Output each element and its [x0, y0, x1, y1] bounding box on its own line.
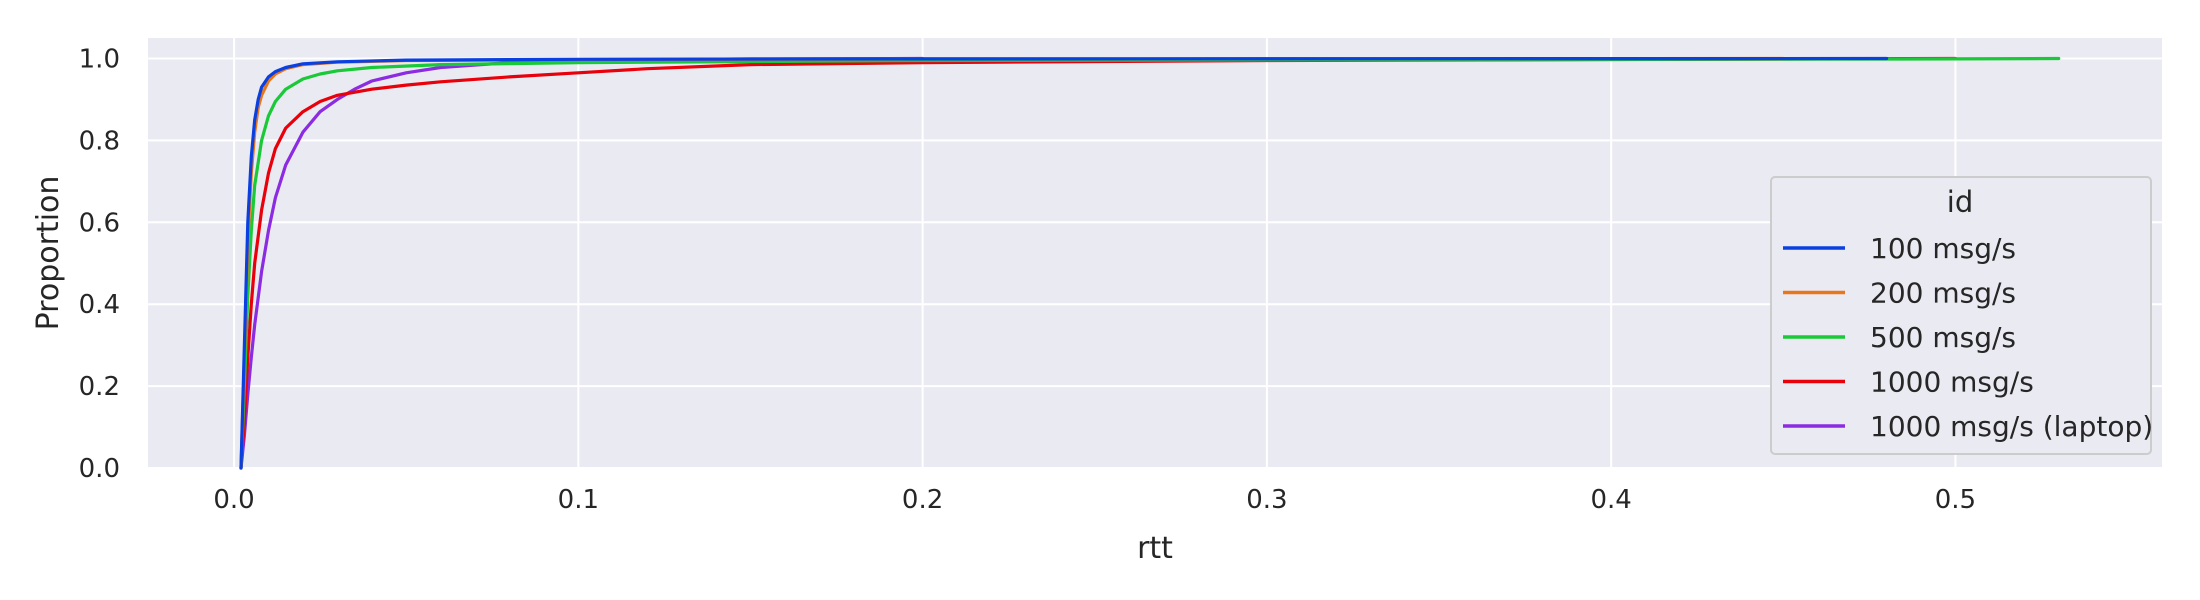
- legend-label-3: 1000 msg/s: [1870, 366, 2034, 399]
- series-line-2: [239, 56, 2061, 470]
- y-tick-label: 0.0: [79, 454, 120, 484]
- legend-label-2: 500 msg/s: [1870, 321, 2016, 354]
- x-axis-ticks: 0.0 0.1 0.2 0.3 0.4 0.5: [213, 485, 1976, 515]
- x-tick-label: 0.1: [558, 485, 599, 515]
- x-axis-label: rtt: [1137, 531, 1173, 566]
- legend-label-1: 200 msg/s: [1870, 277, 2016, 310]
- y-tick-label: 0.8: [79, 126, 120, 156]
- y-tick-label: 0.6: [79, 208, 120, 238]
- x-tick-label: 0.3: [1246, 485, 1287, 515]
- y-axis-label: Proportion: [31, 176, 66, 331]
- legend-title: id: [1947, 185, 1973, 219]
- y-tick-label: 1.0: [79, 44, 120, 74]
- legend: id 100 msg/s 200 msg/s 500 msg/s 1000 msg/s…: [1770, 176, 2153, 455]
- y-axis-ticks: 0.0 0.2 0.4 0.6 0.8 1.0: [79, 44, 120, 484]
- legend-box: [1770, 176, 2152, 455]
- x-tick-label: 0.4: [1590, 485, 1631, 515]
- x-tick-label: 0.2: [902, 485, 943, 515]
- series-line-3: [239, 56, 1957, 470]
- x-tick-label: 0.0: [213, 485, 254, 515]
- y-tick-label: 0.4: [79, 290, 120, 320]
- legend-label-4: 1000 msg/s (laptop): [1870, 410, 2153, 443]
- series-lines: [239, 56, 2061, 470]
- series-line-0: [239, 56, 1889, 470]
- legend-label-0: 100 msg/s: [1870, 232, 2016, 265]
- x-tick-label: 0.5: [1935, 485, 1976, 515]
- legend-items: 100 msg/s 200 msg/s 500 msg/s 1000 msg/s 100…: [1783, 232, 2153, 443]
- y-tick-label: 0.2: [79, 372, 120, 402]
